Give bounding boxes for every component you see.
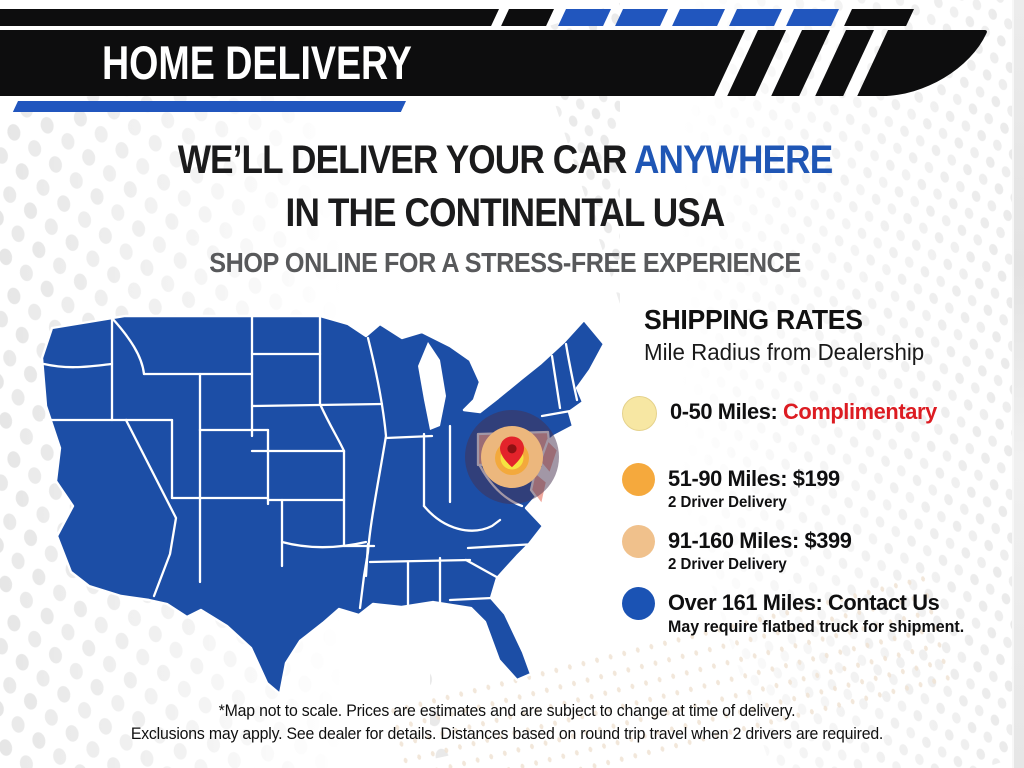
banner-blue-segment: [558, 9, 611, 26]
rates-title: SHIPPING RATES: [644, 304, 863, 335]
location-pin-icon: [500, 436, 524, 468]
rate-label: 0-50 Miles: Complimentary: [670, 398, 937, 425]
headline-line1: WE’LL DELIVER YOUR CAR ANYWHERE: [61, 134, 950, 187]
right-edge-strip: [1012, 0, 1024, 768]
radius-dot-91-160: [622, 525, 655, 558]
rate-value: Complimentary: [783, 399, 937, 424]
banner-blue-segment: [786, 9, 839, 26]
rate-item-0-50: 0-50 Miles: Complimentary: [622, 396, 1024, 431]
rate-item-51-90: 51-90 Miles: $199 2 Driver Delivery: [622, 463, 1024, 512]
rate-label: Over 161 Miles: Contact Us: [668, 590, 940, 615]
radius-dot-over-161: [622, 587, 655, 620]
banner-curved-end: [857, 30, 988, 96]
banner-blue-segment: [615, 9, 668, 26]
headline-line1-text: WE’LL DELIVER YOUR CAR: [177, 138, 635, 182]
radius-dot-0-50: [622, 396, 657, 431]
rate-range: 0-50 Miles:: [670, 399, 784, 424]
banner-stripe-segment: [501, 9, 554, 26]
rates-subtitle: Mile Radius from Dealership: [644, 339, 925, 365]
usa-landmass: [40, 314, 606, 696]
rate-label: 51-90 Miles: $199: [668, 466, 840, 491]
banner-blue-segment: [672, 9, 725, 26]
banner-underline: [12, 101, 407, 112]
rate-item-91-160: 91-160 Miles: $399 2 Driver Delivery: [622, 525, 1024, 574]
rate-note: May require flatbed truck for shipment.: [668, 618, 965, 636]
shipping-rates-panel: SHIPPING RATES Mile Radius from Dealersh…: [622, 303, 1024, 638]
rate-label: 91-160 Miles: $399: [668, 528, 852, 553]
rate-item-over-161: Over 161 Miles: Contact Us May require f…: [622, 587, 1024, 638]
disclaimer: *Map not to scale. Prices are estimates …: [0, 700, 1014, 746]
banner-top-stripe: [0, 9, 500, 26]
headline: WE’LL DELIVER YOUR CAR ANYWHERE IN THE C…: [0, 134, 1010, 280]
subheadline: SHOP ONLINE FOR A STRESS-FREE EXPERIENCE: [209, 247, 801, 278]
radius-dot-51-90: [622, 463, 655, 496]
rate-note: 2 Driver Delivery: [668, 494, 787, 511]
headline-anywhere: ANYWHERE: [634, 138, 833, 182]
banner-stripe-segment: [844, 9, 914, 26]
usa-map: [40, 314, 606, 696]
disclaimer-line1: *Map not to scale. Prices are estimates …: [218, 702, 796, 720]
disclaimer-line2: Exclusions may apply. See dealer for det…: [130, 725, 884, 743]
banner: HOME DELIVERY: [0, 0, 1024, 120]
banner-title: HOME DELIVERY: [102, 36, 412, 89]
banner-blue-segment: [729, 9, 782, 26]
rate-note: 2 Driver Delivery: [668, 556, 787, 573]
headline-line2: IN THE CONTINENTAL USA: [285, 191, 726, 235]
